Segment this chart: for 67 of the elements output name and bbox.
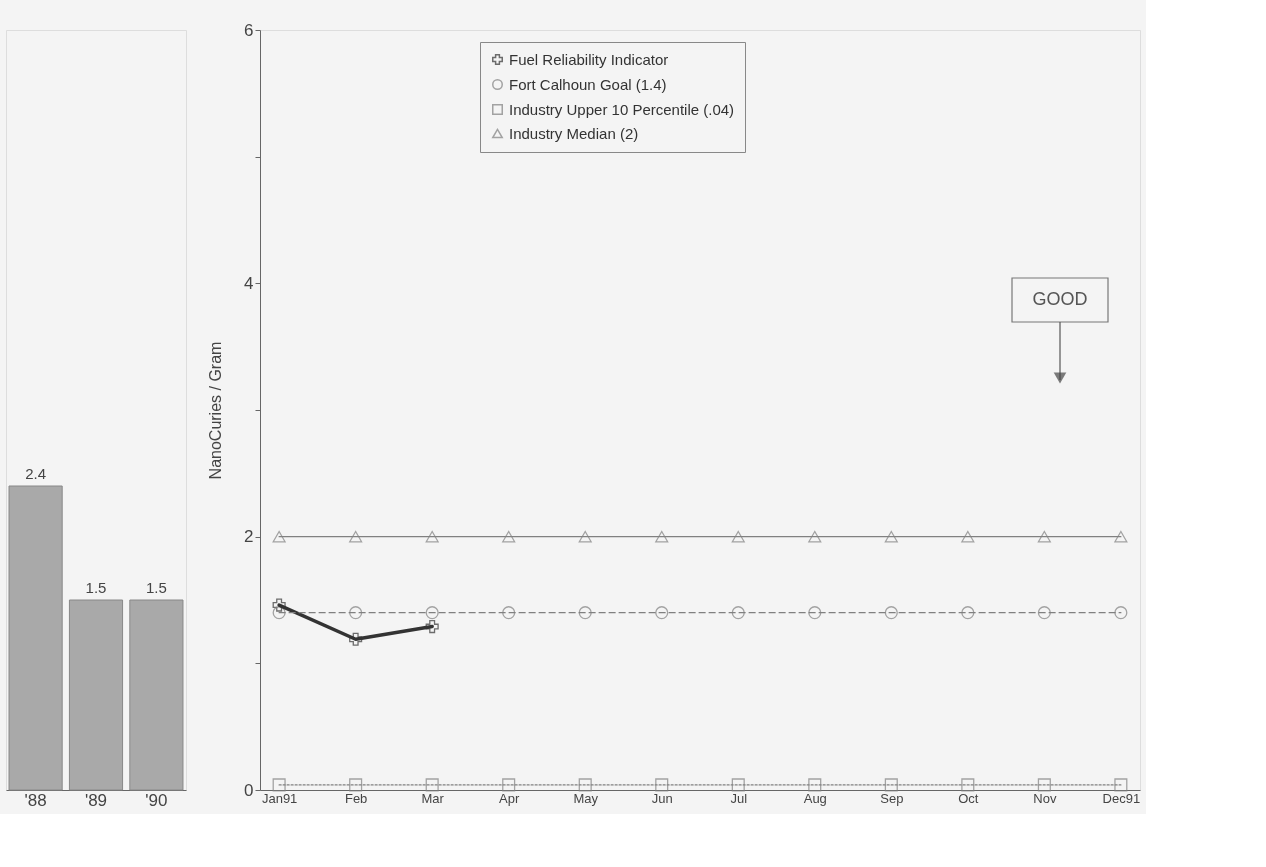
x-tick-label: Feb [344,790,368,806]
legend-label: Fort Calhoun Goal (1.4) [509,75,667,93]
point [272,778,286,792]
x-tick-label: Aug [803,790,827,806]
point [1114,606,1128,620]
point [578,530,592,543]
point [884,778,898,792]
x-tick-label: Jul [730,790,748,806]
point [961,778,975,792]
point [808,530,822,543]
point [349,530,363,543]
point [272,606,286,620]
point [349,632,363,646]
point [272,598,286,612]
x-tick-label: Oct [958,790,979,806]
point [1114,530,1128,543]
legend-label: Fuel Reliability Indicator [509,50,669,68]
point [425,530,439,543]
point [1037,606,1051,620]
y-tick-label: 2 [244,527,254,547]
point [502,778,516,792]
annotation: GOOD [1032,289,1088,309]
data-label: 1.5 [85,579,107,596]
point [961,606,975,620]
point [655,530,669,543]
point [1037,530,1051,543]
point [349,606,363,620]
data-label: 2.4 [25,465,47,482]
point [884,530,898,543]
x-tick-label: Sep [880,790,904,806]
x-tick-label: Apr [499,790,520,806]
y-axis-title: NanoCuries / Gram [207,341,225,480]
point [502,530,516,543]
point [961,530,975,543]
data-label: 1.5 [145,579,167,596]
point [1037,778,1051,792]
y-tick-label: 4 [244,273,254,293]
point [1114,778,1128,792]
point [425,620,439,634]
point [502,606,516,620]
point [731,606,745,620]
point [425,606,439,620]
point [884,606,898,620]
point [655,606,669,620]
point [349,778,363,792]
y-tick-label: 0 [244,780,254,800]
point [808,778,822,792]
x-tick-label: Mar [421,790,445,806]
point [808,606,822,620]
x-tick-label: '90 [145,790,168,810]
x-tick-label: '89 [84,790,108,810]
x-tick-label: Nov [1033,790,1057,806]
point [655,778,669,792]
x-tick-label: '88 [24,790,47,810]
point [578,606,592,620]
legend-label: Industry Upper 10 Percentile (.04) [509,100,735,118]
point [578,778,592,792]
x-tick-label: Dec91 [1102,790,1141,806]
point [425,778,439,792]
point [731,530,745,543]
x-tick-label: May [573,790,599,806]
point [272,530,286,543]
legend-label: Industry Median (2) [509,124,639,142]
x-tick-label: Jun [651,790,673,806]
point [731,778,745,792]
x-tick-label: Jan91 [261,790,298,806]
y-tick-label: 6 [244,20,254,40]
